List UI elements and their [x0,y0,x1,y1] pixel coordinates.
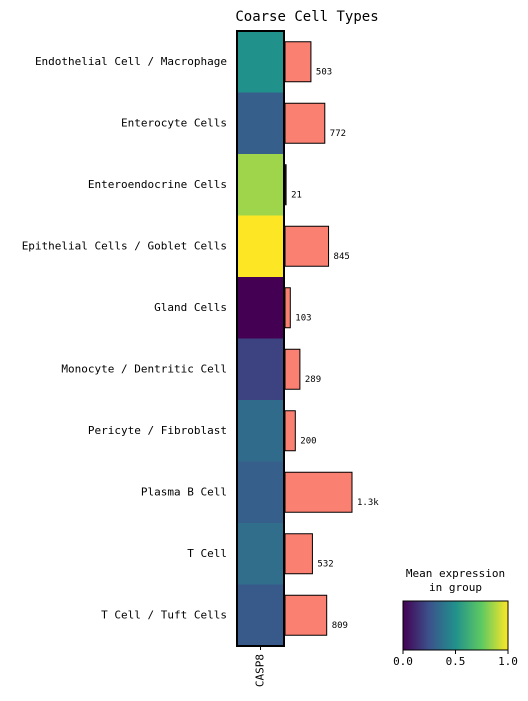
heatmap-cell [237,154,284,216]
count-label: 21 [291,190,302,200]
row-label: Endothelial Cell / Macrophage [35,55,227,68]
colorbar-tick-label: 0.0 [393,655,413,668]
colorbar-tick-label: 1.0 [498,655,518,668]
row-label: Plasma B Cell [141,485,227,498]
count-label: 200 [300,436,316,446]
count-label: 103 [295,313,311,323]
count-bar [284,410,296,452]
row-label: Enterocyte Cells [121,116,227,129]
colorbar-tick-label: 0.5 [446,655,466,668]
heatmap-cell [237,584,284,647]
row-label: T Cell / Tuft Cells [101,608,227,621]
heatmap-cell [237,277,284,339]
count-bar [284,225,330,267]
count-bar [284,594,328,636]
count-bar [284,471,353,513]
count-label: 809 [332,621,348,631]
heatmap-cell [237,215,284,278]
heatmap-cell [237,523,284,585]
count-bar [284,102,326,144]
count-label: 845 [334,252,350,262]
count-label: 772 [330,129,346,139]
colorbar [402,600,509,651]
heatmap-cell [237,31,284,93]
count-bar [284,348,301,390]
chart-title: Coarse Cell Types [235,9,378,25]
count-label: 1.3k [357,498,379,508]
colorbar-title: in group [429,581,482,594]
count-label: 289 [305,375,321,385]
row-label: Monocyte / Dentritic Cell [61,362,227,375]
heatmap-cell [237,400,284,462]
count-bar [284,41,312,83]
heatmap-cell [237,92,284,155]
count-bar [284,164,287,206]
row-label: Epithelial Cells / Goblet Cells [22,239,227,252]
count-label: 503 [316,67,332,77]
count-bar [284,533,313,575]
heatmap-cell [237,461,284,524]
colorbar-title: Mean expression [406,567,505,580]
count-bar [284,287,291,329]
x-tick-label: CASP8 [254,654,267,687]
row-label: Pericyte / Fibroblast [88,424,227,437]
row-label: T Cell [187,547,227,560]
row-label: Enteroendocrine Cells [88,178,227,191]
heatmap-cell [237,338,284,401]
count-label: 532 [317,559,333,569]
row-label: Gland Cells [154,301,227,314]
